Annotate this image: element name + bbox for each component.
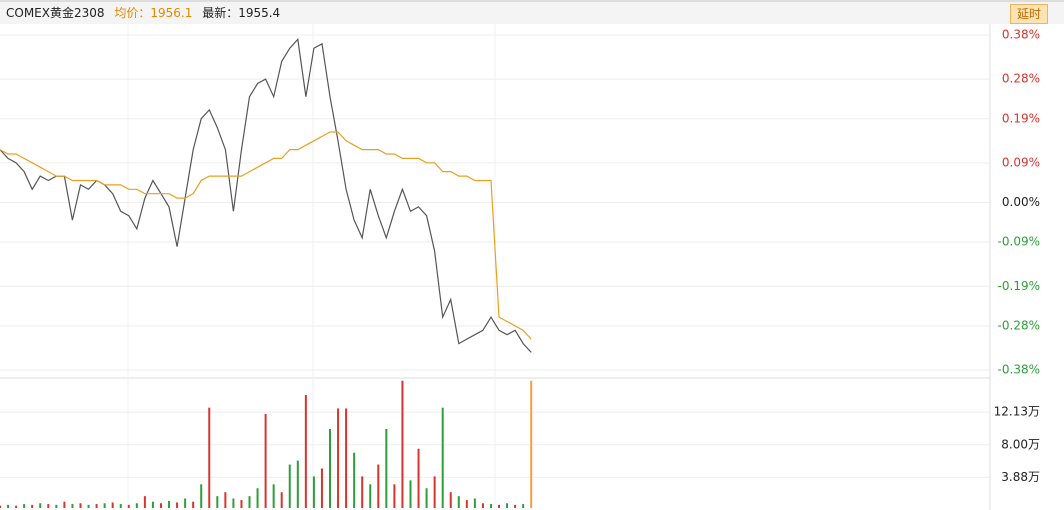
volume-bar — [312, 476, 315, 508]
volume-bar — [7, 504, 10, 508]
y-tick-label: 8.00万 — [1001, 437, 1040, 451]
volume-bar — [409, 480, 412, 508]
volume-bar — [232, 498, 235, 508]
delay-button[interactable]: 延时 — [1009, 4, 1048, 24]
volume-bar — [481, 503, 484, 508]
volume-bar — [240, 500, 243, 508]
volume-bar — [377, 464, 380, 508]
volume-bar — [63, 501, 66, 508]
volume-bar — [489, 504, 492, 508]
y-tick-label: -0.09% — [998, 235, 1040, 249]
volume-bar — [385, 428, 388, 508]
y-tick-label: -0.38% — [998, 363, 1040, 377]
volume-bar — [31, 504, 34, 508]
volume-bar — [369, 484, 372, 508]
volume-bar — [288, 464, 291, 508]
volume-bar — [143, 496, 146, 508]
volume-bar — [151, 501, 154, 508]
volume-bar — [441, 407, 444, 508]
volume-bar — [135, 503, 138, 508]
volume-bar — [39, 503, 42, 508]
volume-bar — [192, 501, 195, 508]
volume-bar — [465, 500, 468, 508]
volume-bar — [208, 407, 211, 508]
volume-bar — [304, 395, 307, 508]
volume-bar — [530, 380, 533, 508]
y-tick-label: 0.09% — [1002, 155, 1040, 169]
volume-bar — [320, 468, 323, 508]
volume-bar — [506, 503, 509, 508]
y-tick-label: 0.28% — [1002, 72, 1040, 86]
y-tick-label: 3.88万 — [1001, 470, 1040, 484]
header: COMEX黄金2308 均价：1956.1 最新：1955.4 延时 — [0, 0, 1064, 24]
price-line — [0, 131, 532, 340]
volume-bar — [514, 504, 517, 508]
volume-bar — [47, 504, 50, 508]
y-tick-label: -0.19% — [998, 279, 1040, 293]
volume-bar — [329, 428, 331, 508]
volume-bar — [353, 452, 356, 508]
volume-bar — [337, 408, 340, 508]
volume-bar — [87, 504, 90, 508]
volume-bar — [127, 504, 130, 508]
volume-bar — [401, 380, 404, 508]
volume-bar — [256, 488, 259, 508]
latest-price: 最新：1955.4 — [202, 6, 281, 20]
volume-bar — [433, 476, 436, 508]
volume-bar — [473, 498, 476, 508]
volume-bar — [361, 476, 364, 508]
y-tick-label: 0.38% — [1002, 28, 1040, 42]
volume-bar — [449, 492, 452, 508]
average-price: 均价：1956.1 — [114, 6, 193, 20]
volume-bar — [200, 484, 203, 508]
volume-bar — [264, 413, 267, 508]
volume-bar — [216, 496, 219, 508]
price-line — [0, 38, 532, 353]
volume-bar — [184, 498, 187, 508]
y-tick-label: 12.13万 — [994, 405, 1040, 419]
y-tick-label: 0.19% — [1002, 111, 1040, 125]
volume-bar — [457, 496, 460, 508]
volume-bar — [95, 504, 98, 508]
volume-bar — [280, 492, 283, 508]
instrument-name: COMEX黄金2308 — [6, 6, 105, 20]
volume-bar — [417, 448, 420, 508]
volume-bar — [79, 503, 82, 508]
volume-bar — [176, 502, 179, 508]
volume-bar — [55, 504, 58, 508]
volume-bar — [248, 496, 251, 508]
volume-bar — [71, 504, 74, 508]
volume-bar — [0, 505, 1, 508]
volume-bar — [393, 484, 396, 508]
volume-bar — [345, 408, 348, 508]
volume-bar — [522, 504, 525, 508]
volume-bar — [272, 484, 275, 508]
volume-bar — [168, 500, 171, 508]
volume-bar — [296, 460, 299, 508]
volume-bar — [159, 503, 162, 508]
volume-bar — [15, 505, 18, 508]
volume-bar — [23, 504, 26, 508]
y-tick-label: -0.28% — [998, 318, 1040, 332]
volume-bar — [119, 504, 122, 508]
volume-bar — [498, 504, 501, 508]
volume-bar — [224, 492, 227, 508]
volume-bar — [425, 488, 428, 508]
y-tick-label: 0.00% — [1002, 195, 1040, 209]
volume-bar — [103, 503, 106, 508]
volume-bar — [111, 502, 114, 508]
